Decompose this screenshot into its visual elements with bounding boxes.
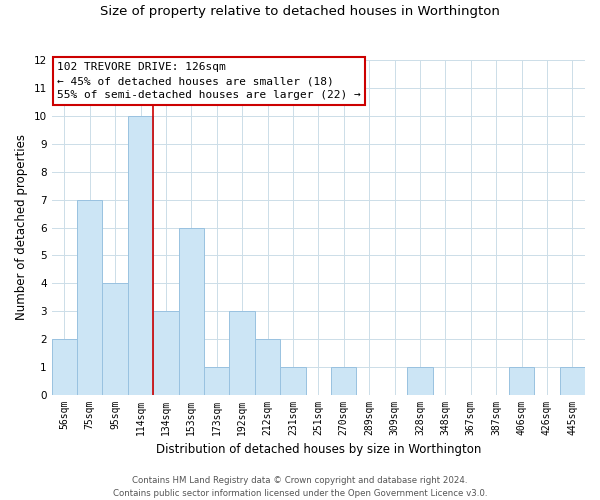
Bar (229, 311, 255, 395)
Bar (255, 339, 280, 395)
Bar (153, 311, 179, 395)
Bar (331, 367, 356, 395)
Bar (77, 200, 103, 395)
Text: Contains HM Land Registry data © Crown copyright and database right 2024.
Contai: Contains HM Land Registry data © Crown c… (113, 476, 487, 498)
Bar (509, 367, 534, 395)
Y-axis label: Number of detached properties: Number of detached properties (15, 134, 28, 320)
Bar (103, 284, 128, 395)
Bar (179, 228, 204, 395)
Text: Size of property relative to detached houses in Worthington: Size of property relative to detached ho… (100, 4, 500, 18)
Bar (128, 116, 153, 395)
Bar (560, 367, 585, 395)
Bar (407, 367, 433, 395)
Text: 102 TREVORE DRIVE: 126sqm
← 45% of detached houses are smaller (18)
55% of semi-: 102 TREVORE DRIVE: 126sqm ← 45% of detac… (57, 62, 361, 100)
Bar (280, 367, 305, 395)
Bar (204, 367, 229, 395)
X-axis label: Distribution of detached houses by size in Worthington: Distribution of detached houses by size … (155, 444, 481, 456)
Bar (52, 339, 77, 395)
